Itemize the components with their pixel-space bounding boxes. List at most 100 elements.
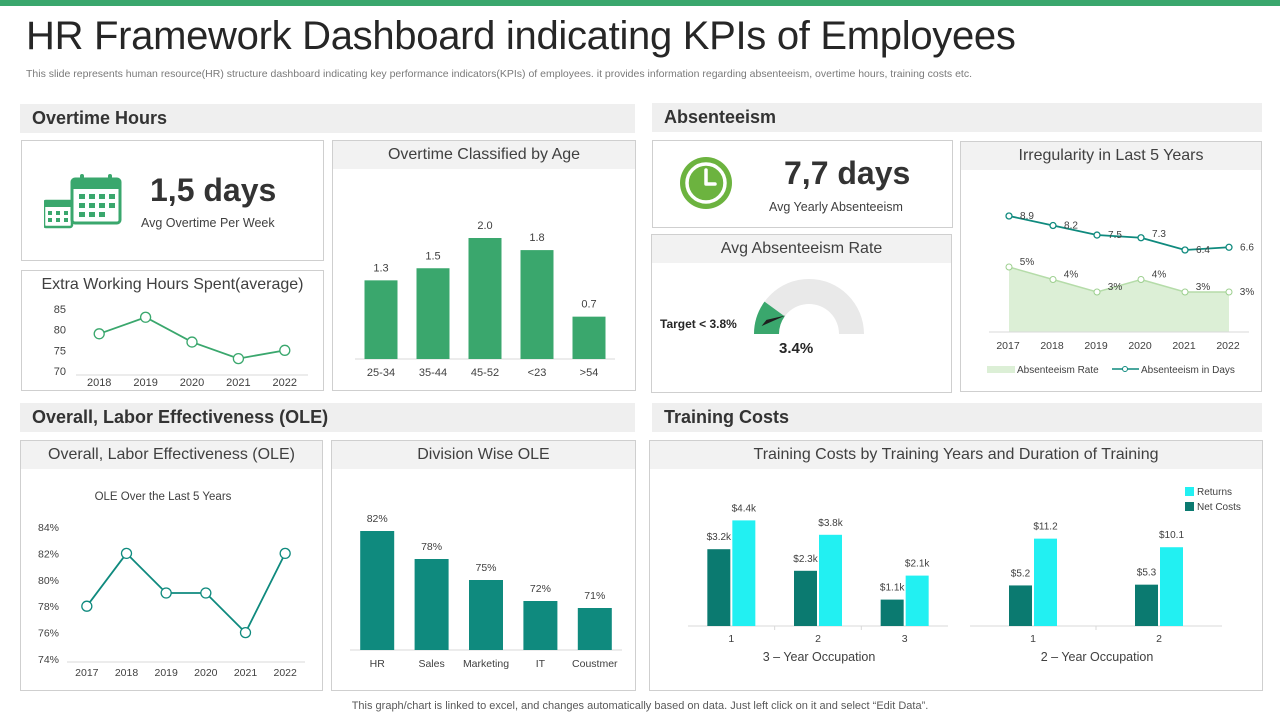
days-point bbox=[1049, 221, 1057, 230]
rate-label: 3% bbox=[1196, 282, 1211, 293]
y-tick-label: 84% bbox=[38, 522, 59, 534]
days-point bbox=[1005, 212, 1013, 220]
data-point bbox=[93, 328, 105, 340]
x-tick-label: 35-44 bbox=[419, 367, 447, 379]
x-tick-label: Marketing bbox=[463, 658, 509, 670]
data-label: $3.8k bbox=[818, 518, 843, 529]
x-tick-label: IT bbox=[536, 658, 546, 670]
x-tick-label: 2020 bbox=[1128, 340, 1152, 352]
section-training: Training Costs bbox=[652, 403, 1262, 432]
bar bbox=[577, 608, 612, 650]
y-tick-label: 80% bbox=[38, 575, 59, 587]
net-costs-bar bbox=[1135, 584, 1158, 626]
footer-note: This graph/chart is linked to excel, and… bbox=[351, 700, 929, 712]
days-point bbox=[1137, 234, 1145, 242]
data-label: 72% bbox=[530, 583, 551, 595]
extra-hours-card: Extra Working Hours Spent(average) 70 75 8… bbox=[21, 270, 324, 391]
x-tick-label: 2 bbox=[1156, 633, 1162, 645]
x-tick-label: 3 bbox=[902, 633, 908, 645]
calendar-icon bbox=[44, 174, 122, 229]
x-tick-label: 2021 bbox=[1172, 340, 1196, 352]
x-tick-label: 2020 bbox=[180, 377, 204, 389]
days-point bbox=[1225, 243, 1233, 251]
irregularity-chart: 5% 4% 3% 4% 3% 3% 8.9 8.2 7.5 7.3 6.4 6.6 2017 2018 20… bbox=[987, 211, 1255, 376]
absenteeism-rate-card: Avg Absenteeism Rate Target < 3.8% 3.4% bbox=[651, 234, 952, 393]
x-tick-label: Coustmer bbox=[572, 658, 618, 670]
training-chart: $3.2k $4.4k 1 $2.3k $3.8k 2 $1.1k $2.1k 3 3 – Yea… bbox=[688, 487, 1241, 664]
gauge-target-label: Target < 3.8% bbox=[660, 317, 737, 331]
training-title: Training Costs by Training Years and Dur… bbox=[650, 441, 1262, 469]
data-label: $11.2 bbox=[1033, 522, 1058, 533]
x-tick-label: 2017 bbox=[75, 667, 99, 679]
bar bbox=[360, 531, 395, 650]
x-tick-label: 2017 bbox=[996, 340, 1020, 352]
rate-label: 3% bbox=[1108, 282, 1123, 293]
data-label: 1.8 bbox=[529, 232, 544, 244]
y-tick-label: 78% bbox=[38, 601, 59, 613]
rate-label: 4% bbox=[1152, 270, 1167, 281]
bar bbox=[364, 280, 398, 359]
x-tick-label: <23 bbox=[528, 367, 547, 379]
ole-title: Overall, Labor Effectiveness (OLE) bbox=[21, 441, 322, 469]
bar bbox=[520, 250, 554, 359]
data-label: $1.1k bbox=[880, 583, 905, 594]
legend-swatch-rate bbox=[987, 366, 1015, 373]
days-label: 8.9 bbox=[1020, 211, 1034, 222]
page-title: HR Framework Dashboard indicating KPIs o… bbox=[26, 14, 1016, 58]
y-tick-label: 70 bbox=[54, 366, 66, 378]
data-point bbox=[186, 336, 198, 348]
net-costs-bar bbox=[794, 570, 817, 626]
data-label: $10.1 bbox=[1159, 530, 1184, 541]
legend-label-rate: Absenteeism Rate bbox=[1017, 365, 1099, 376]
x-tick-label: 1 bbox=[1030, 633, 1036, 645]
extra-hours-chart: 70 75 80 85 2018 2019 2020 2021 2022 bbox=[54, 304, 308, 389]
net-costs-bar bbox=[1009, 585, 1032, 626]
ole-chart-title: OLE Over the Last 5 Years bbox=[95, 491, 232, 503]
overtime-age-card: Overtime Classified by Age 1.3 25-34 1.5 35… bbox=[332, 140, 636, 391]
x-tick-label: 2019 bbox=[154, 667, 178, 679]
x-tick-label: 2022 bbox=[273, 667, 297, 679]
absenteeism-kpi-value: 7,7 days bbox=[784, 155, 911, 191]
gauge-fill bbox=[754, 301, 785, 334]
y-tick-label: 76% bbox=[38, 628, 59, 640]
overtime-kpi-value: 1,5 days bbox=[150, 172, 277, 208]
returns-bar bbox=[819, 534, 842, 626]
data-point bbox=[81, 600, 93, 612]
rate-label: 4% bbox=[1064, 270, 1079, 281]
training-card: Training Costs by Training Years and Dur… bbox=[649, 440, 1263, 691]
ole-line bbox=[86, 552, 286, 635]
days-label: 7.3 bbox=[1152, 229, 1166, 240]
returns-bar bbox=[732, 520, 756, 626]
data-label: $2.3k bbox=[793, 554, 818, 565]
rate-point bbox=[1005, 263, 1013, 271]
data-point bbox=[232, 352, 245, 365]
data-point bbox=[139, 311, 152, 323]
y-tick-label: 85 bbox=[54, 304, 66, 316]
absenteeism-gauge: Target < 3.8% 3.4% bbox=[660, 279, 864, 357]
days-point bbox=[1181, 246, 1189, 254]
rate-point bbox=[1225, 288, 1233, 296]
legend-label-returns: Returns bbox=[1197, 487, 1232, 498]
x-tick-label: 2019 bbox=[133, 377, 157, 389]
bar bbox=[523, 601, 558, 650]
bar bbox=[414, 559, 449, 650]
data-label: 71% bbox=[584, 590, 605, 602]
y-tick-label: 75 bbox=[54, 345, 66, 357]
data-label: 2.0 bbox=[477, 220, 492, 232]
returns-bar bbox=[905, 575, 929, 626]
x-tick-label: 2 bbox=[815, 633, 821, 645]
data-label: $5.2 bbox=[1011, 568, 1031, 579]
bar bbox=[469, 580, 503, 650]
y-tick-label: 74% bbox=[38, 654, 59, 666]
rate-point bbox=[1181, 288, 1189, 296]
data-label: $3.2k bbox=[707, 532, 732, 543]
x-tick-label: 2018 bbox=[1040, 340, 1064, 352]
bar bbox=[572, 316, 606, 359]
division-title: Division Wise OLE bbox=[332, 441, 635, 469]
rate-label: 3% bbox=[1240, 287, 1255, 298]
gauge-needle bbox=[761, 315, 786, 327]
days-label: 8.2 bbox=[1064, 221, 1078, 232]
page-subtitle: This slide represents human resource(HR)… bbox=[26, 68, 973, 80]
x-tick-label: HR bbox=[370, 658, 386, 670]
returns-bar bbox=[1034, 538, 1057, 626]
